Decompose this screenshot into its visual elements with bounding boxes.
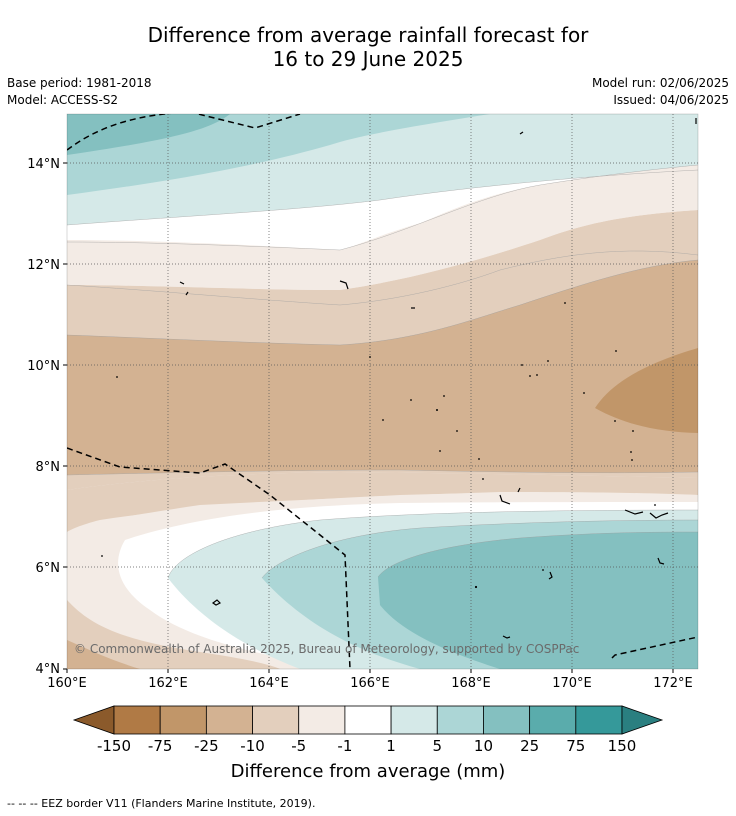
colorbar-label: 5	[432, 737, 443, 755]
x-tick-label: 170°E	[552, 676, 592, 691]
y-tick-label: 14°N	[27, 157, 60, 172]
colorbar-label: 150	[607, 737, 637, 755]
colorbar-label: 1	[386, 737, 396, 755]
x-tick-label: 172°E	[653, 676, 693, 691]
colorbar-swatch	[575, 705, 623, 735]
title-line-2: 16 to 29 June 2025	[272, 47, 464, 71]
base-period: Base period: 1981-2018	[7, 76, 152, 90]
contour-fills	[67, 114, 698, 669]
x-tick-label: 166°E	[350, 676, 390, 691]
colorbar-swatch	[344, 705, 392, 735]
colorbar-label: 10	[473, 737, 493, 755]
x-tick-label: 164°E	[249, 676, 289, 691]
colorbar-title: Difference from average (mm)	[230, 761, 506, 782]
band-dry-25	[67, 260, 698, 475]
colorbar-swatch	[298, 705, 346, 735]
band-sw-dry	[67, 600, 280, 669]
gridlines	[67, 114, 698, 669]
colorbar-extend-low	[72, 705, 115, 735]
colorbar-label: -75	[147, 737, 173, 755]
colorbar-swatch	[529, 705, 577, 735]
y-tick-label: 12°N	[27, 258, 60, 273]
band-sw-dry-25	[67, 640, 140, 669]
colorbar-label: -25	[194, 737, 219, 755]
eez-footnote: -- -- -- EEZ border V11 (Flanders Marine…	[7, 797, 316, 810]
y-tick-label: 8°N	[36, 460, 61, 475]
band-dry-10	[67, 165, 698, 290]
y-tick-label: 10°N	[27, 359, 60, 374]
y-tick-label: 6°N	[36, 561, 61, 576]
colorbar-swatch	[159, 705, 207, 735]
band-south-dry-10	[67, 470, 698, 490]
atoll-dots	[101, 302, 656, 589]
model-run: Model run: 02/06/2025	[591, 76, 729, 90]
copyright-text: © Commonwealth of Australia 2025, Bureau…	[74, 642, 579, 656]
x-tick-label: 162°E	[148, 676, 188, 691]
x-tick-label: 160°E	[47, 676, 87, 691]
colorbar-swatch	[483, 705, 531, 735]
islands	[179, 118, 697, 639]
band-dry-75	[595, 348, 698, 433]
colorbar-swatch	[252, 705, 300, 735]
band-south-dry-5	[67, 472, 698, 532]
colorbar-label: 25	[520, 737, 540, 755]
colorbar	[72, 705, 664, 735]
y-tick-label: 4°N	[36, 662, 61, 677]
title-line-1: Difference from average rainfall forecas…	[147, 23, 589, 47]
colorbar-label: -10	[240, 737, 265, 755]
x-tick-label: 168°E	[451, 676, 491, 691]
colorbar-label: -5	[291, 737, 307, 755]
model-name: Model: ACCESS-S2	[7, 93, 119, 107]
colorbar-swatch	[436, 705, 484, 735]
colorbar-swatch	[205, 705, 253, 735]
axis-ticks	[63, 162, 674, 673]
colorbar-swatch	[113, 705, 161, 735]
issued-date: Issued: 04/06/2025	[613, 93, 729, 107]
colorbar-extend-high	[621, 705, 664, 735]
colorbar-swatch	[390, 705, 438, 735]
colorbar-label: -150	[96, 737, 132, 755]
band-north-25	[67, 114, 230, 155]
band-dry-5	[67, 210, 698, 305]
colorbar-label: 75	[566, 737, 586, 755]
eez-borders	[67, 114, 698, 669]
band-south-25	[378, 532, 698, 669]
colorbar-label: -1	[337, 737, 353, 755]
